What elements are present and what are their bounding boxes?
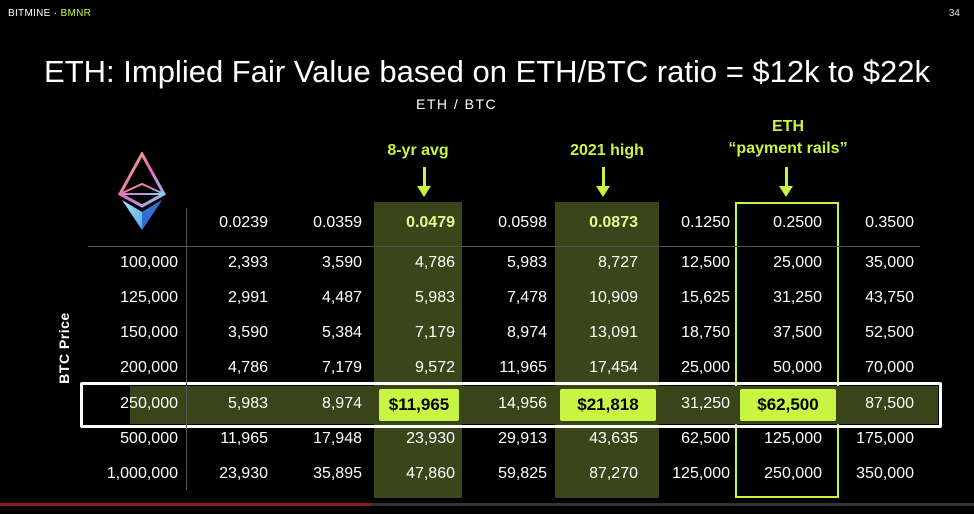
table-cell: 8,974 — [506, 324, 547, 341]
row-label-btc-price: 1,000,000 — [106, 465, 178, 482]
table-cell: 8,727 — [597, 254, 638, 271]
highlight-row-250k — [80, 382, 942, 428]
row-label-divider — [186, 208, 187, 490]
table-cell: 7,179 — [414, 324, 455, 341]
table-cell: 87,270 — [589, 465, 638, 482]
table-cell: 37,500 — [773, 324, 822, 341]
column-header: 0.1250 — [681, 214, 730, 231]
table-cell: 35,000 — [865, 254, 914, 271]
highlight-value-pill: $11,965 — [379, 389, 459, 421]
row-label-btc-price: 200,000 — [120, 359, 178, 376]
column-header: 0.0479 — [406, 214, 455, 231]
table-cell: 13,091 — [589, 324, 638, 341]
table-cell: 50,000 — [773, 359, 822, 376]
row-label-btc-price: 100,000 — [120, 254, 178, 271]
column-header: 0.2500 — [773, 214, 822, 231]
table-cell: 5,384 — [321, 324, 362, 341]
slide-title: ETH: Implied Fair Value based on ETH/BTC… — [44, 54, 930, 89]
arrow-down-icon — [596, 167, 610, 197]
table-cell: 250,000 — [764, 465, 822, 482]
row-label-btc-price: 250,000 — [120, 395, 178, 412]
table-cell: 4,487 — [321, 289, 362, 306]
arrow-down-icon — [779, 167, 793, 197]
brand-name: BITMINE — [8, 8, 51, 19]
table-cell: 25,000 — [681, 359, 730, 376]
ethereum-logo-icon — [117, 152, 167, 230]
table-cell: 14,956 — [498, 395, 547, 412]
table-cell: 15,625 — [681, 289, 730, 306]
callout-2021-high: 2021 high — [548, 140, 666, 162]
brand-label: BITMINE · BMNR — [8, 8, 91, 19]
table-cell: 43,635 — [589, 430, 638, 447]
table-cell: 9,572 — [414, 359, 455, 376]
btc-price-axis-label: BTC Price — [56, 312, 72, 384]
table-cell: 31,250 — [681, 395, 730, 412]
table-cell: 59,825 — [498, 465, 547, 482]
highlight-column-8yr-avg — [374, 202, 462, 498]
table-cell: 17,454 — [589, 359, 638, 376]
table-cell: 350,000 — [856, 465, 914, 482]
table-cell: 4,786 — [227, 359, 268, 376]
arrow-down-icon — [417, 167, 431, 197]
table-cell: 18,750 — [681, 324, 730, 341]
row-label-btc-price: 125,000 — [120, 289, 178, 306]
column-header: 0.3500 — [865, 214, 914, 231]
table-cell: 31,250 — [773, 289, 822, 306]
table-cell: 12,500 — [681, 254, 730, 271]
eth-btc-axis-label: ETH / BTC — [416, 96, 498, 112]
table-cell: 25,000 — [773, 254, 822, 271]
callout-payment-rails: ETH “payment rails” — [700, 116, 876, 160]
slide-progress-bar — [0, 503, 974, 506]
table-cell: 4,786 — [414, 254, 455, 271]
table-cell: 35,895 — [313, 465, 362, 482]
column-header: 0.0239 — [219, 214, 268, 231]
row-label-btc-price: 150,000 — [120, 324, 178, 341]
table-cell: 43,750 — [865, 289, 914, 306]
table-cell: 5,983 — [506, 254, 547, 271]
column-header: 0.0873 — [589, 214, 638, 231]
table-cell: 175,000 — [856, 430, 914, 447]
table-cell: 8,974 — [321, 395, 362, 412]
table-cell: 2,393 — [227, 254, 268, 271]
table-cell: 2,991 — [227, 289, 268, 306]
table-cell: 10,909 — [589, 289, 638, 306]
table-cell: 23,930 — [219, 465, 268, 482]
row-label-btc-price: 500,000 — [120, 430, 178, 447]
table-cell: 11,965 — [499, 359, 547, 376]
brand-separator: · — [53, 8, 58, 19]
table-cell: 52,500 — [865, 324, 914, 341]
slide-progress-fill — [0, 503, 371, 506]
highlight-value-pill: $62,500 — [740, 389, 836, 421]
table-cell: 11,965 — [220, 430, 268, 447]
table-cell: 3,590 — [321, 254, 362, 271]
column-header: 0.0359 — [313, 214, 362, 231]
table-cell: 5,983 — [227, 395, 268, 412]
callout-payment-rails-line1: ETH — [772, 118, 804, 135]
brand-ticker: BMNR — [60, 8, 92, 19]
table-cell: 7,179 — [321, 359, 362, 376]
callout-payment-rails-line2: “payment rails” — [728, 140, 848, 157]
header-divider — [88, 246, 920, 247]
table-cell: 29,913 — [498, 430, 547, 447]
table-cell: 70,000 — [865, 359, 914, 376]
highlight-value-pill: $21,818 — [560, 389, 656, 421]
table-cell: 5,983 — [414, 289, 455, 306]
table-cell: 125,000 — [672, 465, 730, 482]
callout-8yr-avg-text: 8-yr avg — [387, 142, 449, 159]
table-cell: 23,930 — [406, 430, 455, 447]
table-cell: 47,860 — [406, 465, 455, 482]
slide-number: 34 — [948, 8, 960, 19]
table-cell: 87,500 — [865, 395, 914, 412]
table-cell: 125,000 — [764, 430, 822, 447]
table-cell: 7,478 — [506, 289, 547, 306]
callout-2021-high-text: 2021 high — [570, 142, 644, 159]
highlight-column-payment-rails — [735, 202, 839, 498]
table-cell: 3,590 — [227, 324, 268, 341]
table-cell: 17,948 — [313, 430, 362, 447]
callout-8yr-avg: 8-yr avg — [368, 140, 468, 162]
highlight-column-2021-high — [555, 202, 659, 498]
column-header: 0.0598 — [498, 214, 547, 231]
table-cell: 62,500 — [681, 430, 730, 447]
